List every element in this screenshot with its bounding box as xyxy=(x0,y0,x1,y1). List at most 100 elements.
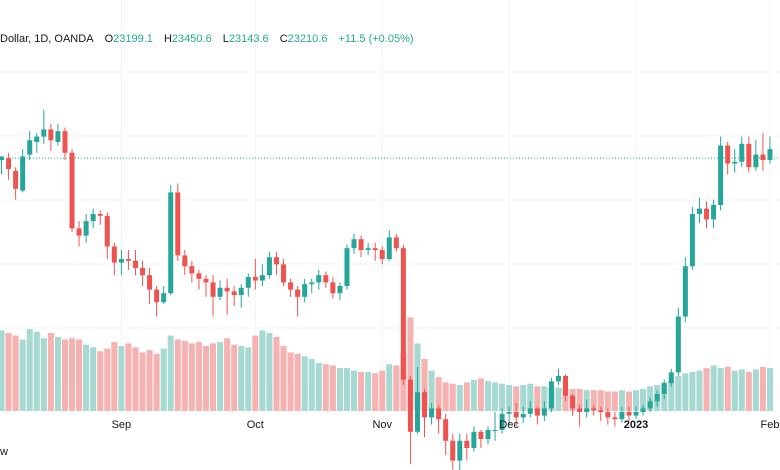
volume-bar xyxy=(47,333,54,411)
volume-bar xyxy=(160,348,167,411)
candle-body xyxy=(13,170,19,189)
volume-bar xyxy=(470,379,477,411)
candle-body xyxy=(570,395,576,409)
volume-bar xyxy=(19,339,26,411)
candle-body xyxy=(725,145,731,164)
candle-body xyxy=(351,239,357,249)
candle-body xyxy=(555,376,561,382)
volume-bar xyxy=(0,330,5,411)
candle-body xyxy=(41,129,47,137)
candle-body xyxy=(259,275,265,281)
volume-bar xyxy=(534,386,541,411)
candle-body xyxy=(619,412,625,420)
low-value: 23143.6 xyxy=(228,33,269,45)
volume-bar xyxy=(393,365,400,411)
candle-body xyxy=(598,410,604,412)
volume-bar xyxy=(195,342,202,411)
volume-bar xyxy=(5,333,12,411)
candle-body xyxy=(140,268,146,276)
candle-body xyxy=(147,275,153,290)
volume-bar xyxy=(118,346,125,411)
candle-body xyxy=(217,287,223,297)
volume-bar xyxy=(372,373,379,411)
candle-body xyxy=(55,131,61,142)
volume-bar xyxy=(463,382,470,411)
candle-body xyxy=(386,237,392,259)
candle-body xyxy=(196,273,202,279)
candle-body xyxy=(125,259,131,261)
volume-bar xyxy=(752,369,759,411)
candle-body xyxy=(492,430,498,431)
candle-body xyxy=(295,289,301,297)
candle-body xyxy=(682,266,688,317)
volume-bar xyxy=(358,372,365,411)
candle-body xyxy=(238,287,244,295)
candle-body xyxy=(210,282,216,297)
candle-body xyxy=(27,140,33,155)
volume-bar xyxy=(294,353,301,411)
candle-body xyxy=(76,228,82,236)
candle-body xyxy=(499,413,505,430)
volume-bar xyxy=(668,379,675,411)
volume-bar xyxy=(26,329,33,411)
volume-bar xyxy=(682,373,689,411)
candle-body xyxy=(189,266,195,274)
candle-body xyxy=(640,408,646,412)
candle-body xyxy=(358,239,364,250)
candle-body xyxy=(161,293,167,303)
candle-body xyxy=(330,282,336,294)
candle-body xyxy=(69,152,75,229)
change-value: +11.5 (+0.05%) xyxy=(338,33,414,45)
symbol-label: Dollar, 1D, OANDA xyxy=(0,33,94,45)
x-tick-label: Oct xyxy=(247,419,264,431)
candle-body xyxy=(414,392,420,432)
candle-body xyxy=(266,257,272,276)
volume-bar xyxy=(167,335,174,411)
candle-body xyxy=(104,215,110,247)
volume-bar xyxy=(696,370,703,411)
volume-bar xyxy=(202,346,209,411)
candle-body xyxy=(661,383,667,394)
volume-bar xyxy=(174,339,181,411)
candle-body xyxy=(83,221,89,236)
candle-body xyxy=(20,156,26,191)
candle-body xyxy=(534,408,540,416)
volume-bar xyxy=(12,335,19,411)
ohlc-legend: Dollar, 1D, OANDA O23199.1 H23450.6 L231… xyxy=(0,33,414,45)
candle-body xyxy=(485,430,491,439)
volume-bar xyxy=(33,331,40,411)
candle-body xyxy=(612,417,618,420)
candle-body xyxy=(407,379,413,432)
candle-body xyxy=(323,275,329,283)
volume-bar xyxy=(449,383,456,411)
candle-body xyxy=(224,287,230,292)
volume-bar xyxy=(315,362,322,411)
candle-body xyxy=(443,419,449,441)
volume-bar xyxy=(759,366,766,411)
candle-body xyxy=(365,248,371,250)
candle-body xyxy=(675,316,681,373)
volume-bar xyxy=(386,364,393,411)
candle-body xyxy=(718,145,724,205)
volume-bar xyxy=(618,390,625,411)
x-tick-label: Feb xyxy=(760,419,779,431)
candle-body xyxy=(591,408,597,411)
volume-bar xyxy=(329,365,336,411)
volume-bar xyxy=(146,349,153,411)
volume-bar xyxy=(724,366,731,411)
candle-body xyxy=(132,260,138,268)
volume-bar xyxy=(555,387,562,411)
candle-body xyxy=(548,381,554,409)
volume-bar xyxy=(97,351,104,411)
volume-bar xyxy=(139,352,146,411)
candle-body xyxy=(62,131,68,153)
candle-body xyxy=(626,412,632,416)
candle-body xyxy=(429,408,435,418)
candle-body xyxy=(732,161,738,164)
volume-bar xyxy=(301,356,308,411)
volume-bar xyxy=(611,391,618,411)
volume-bar xyxy=(492,382,499,411)
volume-bar xyxy=(640,388,647,411)
volume-bar xyxy=(322,364,329,411)
